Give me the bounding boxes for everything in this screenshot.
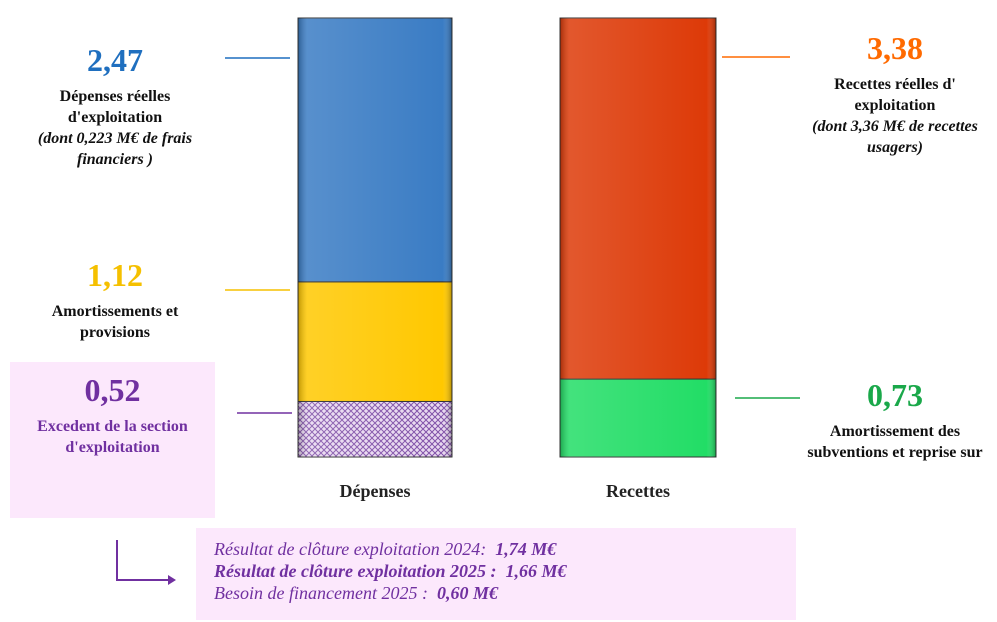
segment-label: 2,47 Dépenses réelles d'exploitation (dont…	[20, 40, 210, 170]
segment-label: 0,73 Amortissement des subventions et rep…	[800, 375, 990, 463]
result-value: 1,74 M€	[495, 539, 557, 559]
series-name: Amortissement des subventions et reprise…	[807, 423, 983, 461]
series-name: Dépenses réelles d'exploitation	[59, 88, 171, 126]
segment-label: 3,38 Recettes réelles d' exploitation (don…	[800, 28, 990, 158]
result-line: Résultat de clôture exploitation 2024: 1…	[214, 538, 796, 560]
arrow-head	[168, 575, 176, 585]
series-name: Amortissements et provisions	[51, 303, 179, 341]
value-label: 0,73	[867, 377, 923, 413]
result-line: Besoin de financement 2025 : 0,60 M€	[214, 582, 796, 604]
series-note: (dont 0,223 M€ de frais financiers )	[37, 130, 193, 168]
result-value: 1,66 M€	[505, 561, 567, 581]
bar-shade	[298, 18, 452, 282]
value-label: 2,47	[87, 42, 143, 78]
bar-shade	[560, 379, 716, 457]
bar-shade	[560, 18, 716, 380]
segment-label: 1,12 Amortissements et provisions	[20, 255, 210, 343]
value-label: 0,52	[84, 372, 141, 408]
category-label: Dépenses	[340, 481, 411, 501]
bar-shade	[298, 281, 452, 402]
value-label: 1,12	[87, 257, 143, 293]
value-label: 3,38	[867, 30, 923, 66]
category-label: Recettes	[606, 481, 670, 501]
result-value: 0,60 M€	[436, 583, 498, 603]
segment-label: 0,52 Excedent de la section d'exploitatio…	[10, 362, 215, 518]
result-line: Résultat de clôture exploitation 2025 : …	[214, 560, 796, 582]
result-label: Besoin de financement 2025 :	[214, 583, 428, 603]
result-box: Résultat de clôture exploitation 2024: 1…	[196, 528, 796, 620]
result-label: Résultat de clôture exploitation 2024:	[214, 539, 487, 559]
arrow	[116, 540, 172, 581]
bar-shade	[298, 401, 452, 457]
series-name: Excedent de la section d'exploitation	[37, 418, 188, 456]
series-note: (dont 3,36 M€ de recettes usagers)	[812, 118, 978, 156]
series-name: Recettes réelles d' exploitation	[834, 76, 956, 114]
result-label: Résultat de clôture exploitation 2025 :	[214, 561, 497, 581]
